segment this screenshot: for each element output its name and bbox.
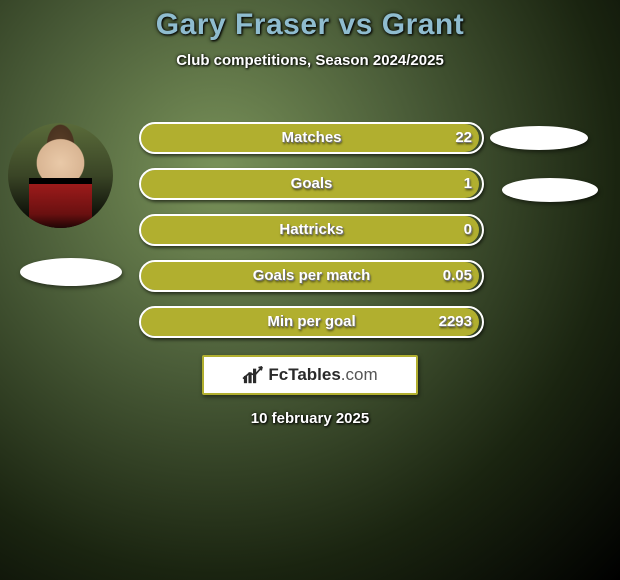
- player2-stat-pill-2: [502, 178, 598, 202]
- subtitle: Club competitions, Season 2024/2025: [0, 52, 620, 69]
- stat-label: Goals per match: [139, 260, 484, 292]
- stat-label: Goals: [139, 168, 484, 200]
- stat-row: Matches22: [139, 122, 484, 154]
- stat-value-player1: 1: [464, 168, 472, 200]
- date-line: 10 february 2025: [0, 410, 620, 427]
- stat-value-player1: 2293: [439, 306, 472, 338]
- stat-label: Hattricks: [139, 214, 484, 246]
- page-title: Gary Fraser vs Grant: [0, 0, 620, 42]
- stat-row: Goals per match0.05: [139, 260, 484, 292]
- stat-value-player1: 0: [464, 214, 472, 246]
- watermark-text: FcTables.com: [268, 365, 377, 385]
- stat-label: Matches: [139, 122, 484, 154]
- stat-value-player1: 22: [455, 122, 472, 154]
- stat-value-player1: 0.05: [443, 260, 472, 292]
- stat-row: Hattricks0: [139, 214, 484, 246]
- stat-row: Goals1: [139, 168, 484, 200]
- chart-icon: [242, 365, 264, 385]
- stat-label: Min per goal: [139, 306, 484, 338]
- player1-avatar: [8, 123, 113, 228]
- watermark: FcTables.com: [202, 355, 418, 395]
- player1-name-pill: [20, 258, 122, 286]
- stat-row: Min per goal2293: [139, 306, 484, 338]
- player2-stat-pill-1: [490, 126, 588, 150]
